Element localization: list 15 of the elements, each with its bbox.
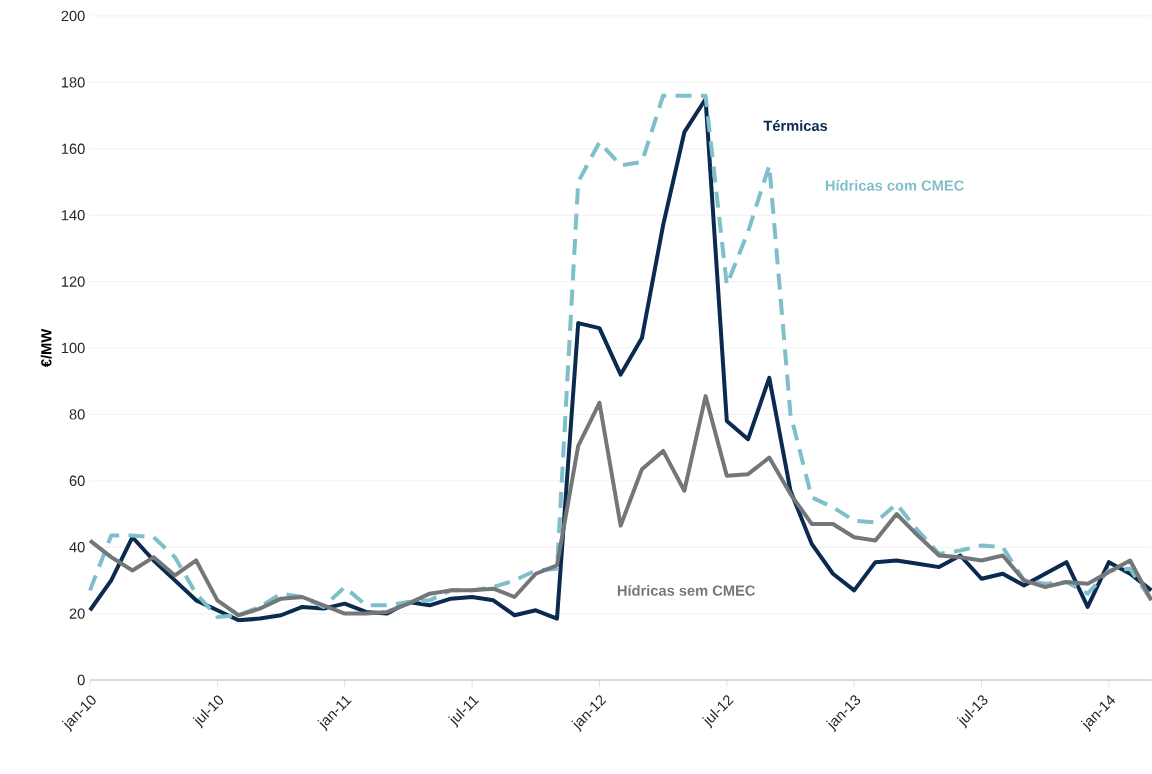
y-tick-label: 120 [61, 276, 85, 287]
y-tick-label: 140 [61, 210, 85, 221]
y-tick-label: 200 [61, 10, 85, 22]
y-tick-label: 60 [69, 475, 85, 486]
y-tick-label: 180 [61, 77, 85, 88]
y-axis-title: €/MW [40, 328, 52, 368]
text: Hídricas com CMEC [825, 179, 964, 191]
y-tick-label: 160 [61, 143, 85, 154]
y-tick-label: 40 [69, 542, 85, 553]
y-tick-label: 80 [69, 409, 85, 420]
text: Hídricas sem CMEC [617, 584, 756, 596]
y-tick-label: 0 [77, 674, 85, 686]
text: Térmicas [763, 120, 828, 132]
y-tick-label: 20 [69, 608, 85, 619]
y-tick-label: 100 [61, 342, 85, 354]
